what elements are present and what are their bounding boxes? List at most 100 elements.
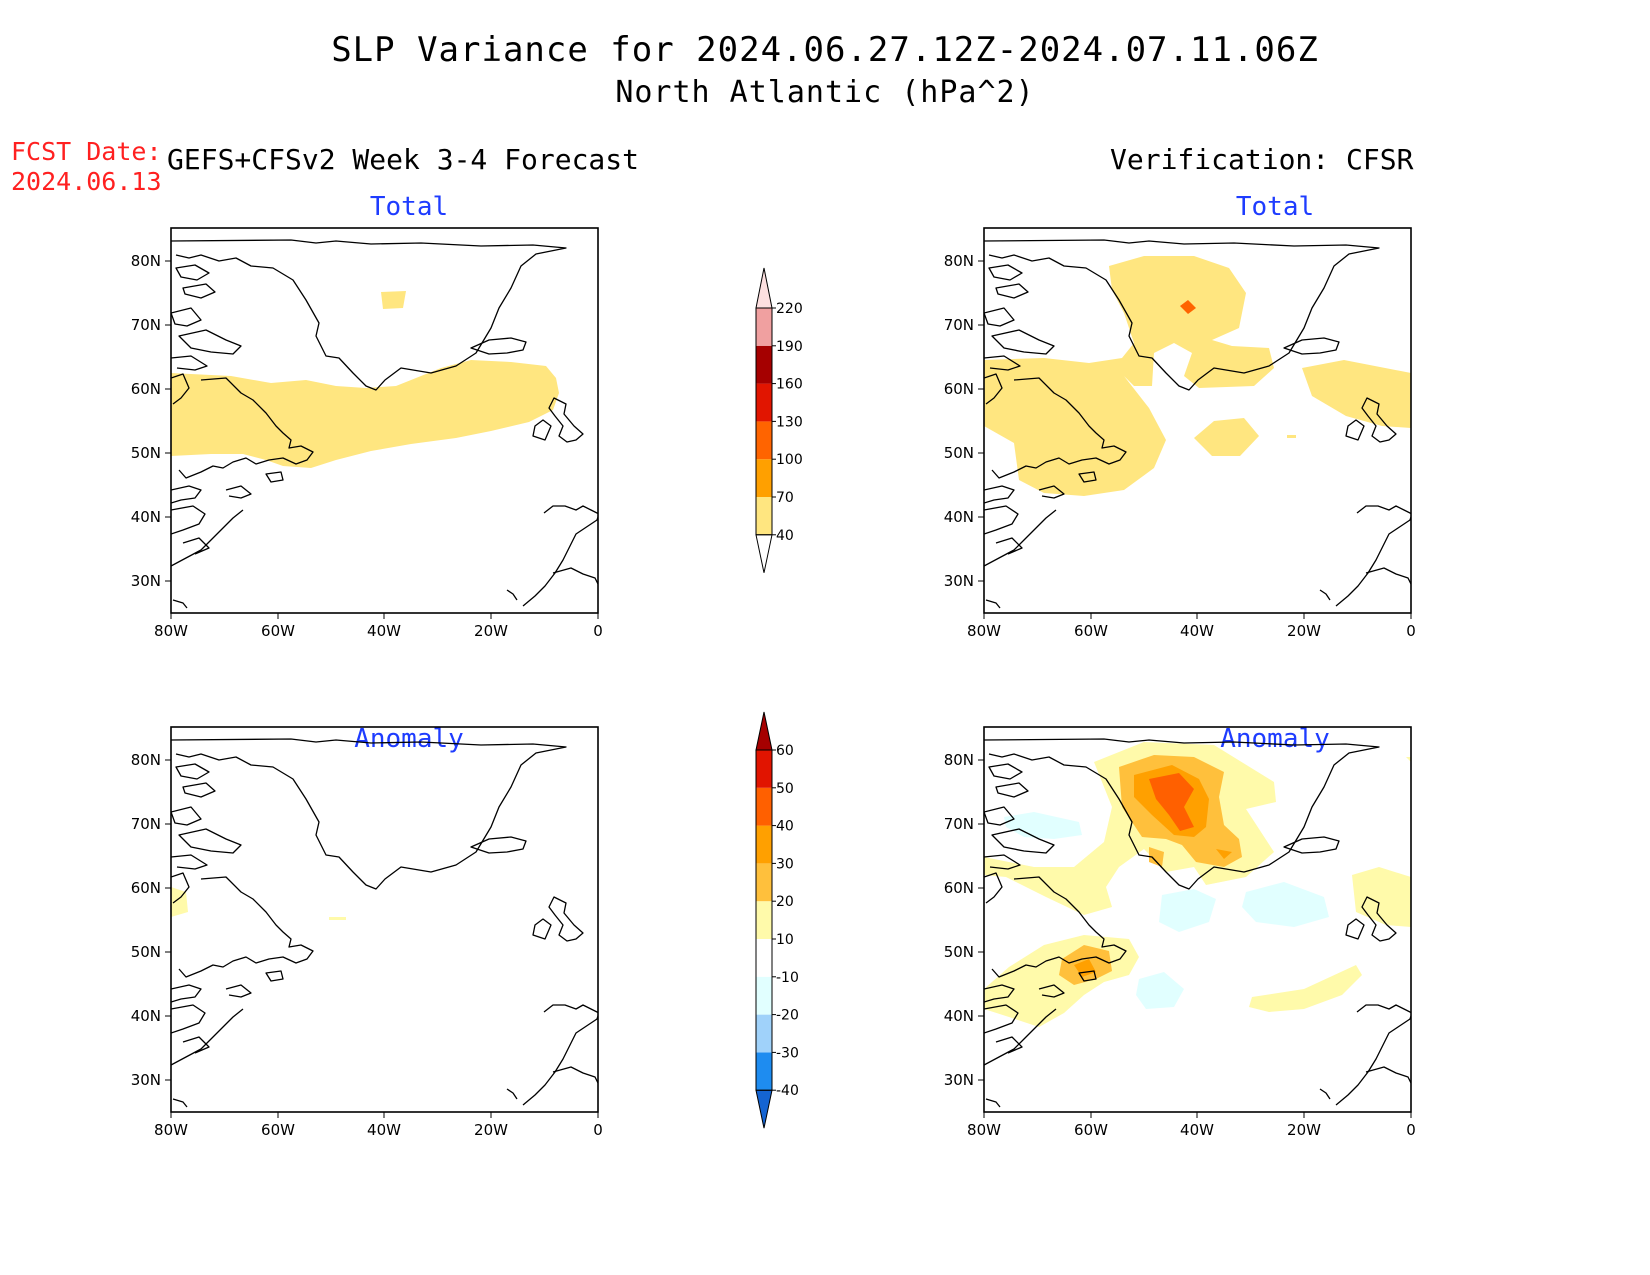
shaded-region bbox=[1249, 965, 1362, 1012]
shaded-region bbox=[984, 256, 1274, 496]
lat-label: 40N bbox=[131, 508, 161, 526]
colorbar-label: 40 bbox=[776, 528, 794, 544]
shaded-region bbox=[1149, 773, 1194, 831]
lon-label: 0 bbox=[593, 1121, 603, 1139]
shaded-region bbox=[1149, 847, 1164, 867]
colorbar-label: 130 bbox=[776, 414, 803, 430]
lat-label: 80N bbox=[131, 751, 161, 769]
shaded-region bbox=[1216, 849, 1232, 859]
lat-label: 60N bbox=[131, 380, 161, 398]
lon-label: 80W bbox=[967, 622, 1001, 640]
colorbar-segment bbox=[756, 1052, 772, 1091]
colorbar-segment bbox=[756, 825, 772, 864]
colorbar-label: 160 bbox=[776, 377, 803, 393]
verification-anomaly-map: 80N 70N 60N 50N 40N 30N 80W 60W 40W 20W 0 bbox=[944, 726, 1416, 1139]
lat-label: 50N bbox=[131, 943, 161, 961]
lat-label: 50N bbox=[131, 444, 161, 462]
lon-label: 60W bbox=[1074, 1121, 1108, 1139]
shaded-region bbox=[1302, 360, 1411, 428]
colorbar-anomaly: -40 -30 -20 -10 10 20 30 40 50 60 bbox=[755, 711, 799, 1129]
lat-label: 40N bbox=[944, 1007, 974, 1025]
colorbar-label: 220 bbox=[776, 301, 803, 317]
lat-label: 80N bbox=[944, 751, 974, 769]
lon-label: 40W bbox=[1180, 1121, 1214, 1139]
verification-total-title: Total bbox=[1235, 192, 1315, 222]
lat-label: 70N bbox=[944, 815, 974, 833]
lat-label: 70N bbox=[944, 316, 974, 334]
colorbar-label: -20 bbox=[776, 1008, 799, 1024]
lon-label: 40W bbox=[367, 1121, 401, 1139]
shaded-region bbox=[984, 935, 1139, 1027]
lon-label: 80W bbox=[967, 1121, 1001, 1139]
shaded-region bbox=[329, 917, 346, 920]
main-title: SLP Variance for 2024.06.27.12Z-2024.07.… bbox=[331, 30, 1319, 70]
lat-label: 60N bbox=[131, 879, 161, 897]
fcst-date-label: FCST Date: bbox=[11, 137, 162, 166]
lon-label: 20W bbox=[474, 1121, 508, 1139]
lat-label: 70N bbox=[131, 316, 161, 334]
forecast-anomaly-title: Anomaly bbox=[354, 724, 464, 754]
colorbar-segment bbox=[756, 863, 772, 902]
lon-label: 20W bbox=[1287, 1121, 1321, 1139]
lat-label: 70N bbox=[131, 815, 161, 833]
colorbar-segment bbox=[756, 750, 772, 788]
colorbar-segment bbox=[756, 939, 772, 977]
shaded-region bbox=[1194, 418, 1259, 456]
lat-label: 30N bbox=[131, 572, 161, 590]
lat-label: 50N bbox=[944, 943, 974, 961]
shaded-region bbox=[1352, 867, 1411, 927]
lon-label: 20W bbox=[474, 622, 508, 640]
lon-label: 0 bbox=[1406, 1121, 1416, 1139]
colorbar-label: -30 bbox=[776, 1045, 799, 1061]
colorbar-segment bbox=[756, 497, 772, 535]
lon-label: 60W bbox=[1074, 622, 1108, 640]
shaded-region bbox=[1004, 812, 1082, 839]
colorbar-label: 20 bbox=[776, 894, 794, 910]
colorbar-arrow-bottom bbox=[755, 1089, 773, 1129]
colorbar-arrow-top bbox=[755, 267, 773, 309]
lat-label: 80N bbox=[131, 252, 161, 270]
lat-label: 40N bbox=[944, 508, 974, 526]
shaded-region bbox=[1406, 757, 1411, 762]
colorbar-segment bbox=[756, 901, 772, 939]
fcst-date-value: 2024.06.13 bbox=[11, 167, 162, 196]
colorbar-label: -10 bbox=[776, 970, 799, 986]
forecast-anomaly-map: 80N 70N 60N 50N 40N 30N 80W 60W 40W 20W 0 bbox=[131, 726, 603, 1139]
lat-label: 30N bbox=[944, 572, 974, 590]
colorbar-label: 100 bbox=[776, 452, 803, 468]
shaded-region bbox=[1159, 889, 1216, 932]
subtitle: North Atlantic (hPa^2) bbox=[615, 75, 1035, 110]
colorbar-segment bbox=[756, 787, 772, 826]
lat-label: 30N bbox=[944, 1071, 974, 1089]
lat-label: 60N bbox=[944, 380, 974, 398]
colorbar-arrow-bottom bbox=[755, 534, 773, 573]
map-frame bbox=[170, 726, 599, 1113]
colorbar-segment bbox=[756, 308, 772, 346]
shaded-region bbox=[1136, 972, 1184, 1009]
colorbar-total: 40 70 100 130 160 190 220 bbox=[755, 267, 803, 573]
shaded-region bbox=[1287, 435, 1296, 438]
lat-label: 40N bbox=[131, 1007, 161, 1025]
lat-label: 30N bbox=[131, 1071, 161, 1089]
lon-label: 0 bbox=[593, 622, 603, 640]
forecast-heading: GEFS+CFSv2 Week 3-4 Forecast bbox=[167, 143, 640, 176]
colorbar-label: 10 bbox=[776, 932, 794, 948]
verification-total-map: 80N 70N 60N 50N 40N 30N 80W 60W 40W 20W 0 bbox=[944, 227, 1416, 640]
lat-label: 60N bbox=[944, 879, 974, 897]
lon-label: 80W bbox=[154, 622, 188, 640]
shaded-region bbox=[1242, 882, 1329, 927]
colorbar-frame bbox=[755, 749, 773, 1091]
lon-label: 0 bbox=[1406, 622, 1416, 640]
colorbar-label: 60 bbox=[776, 743, 794, 759]
lon-label: 20W bbox=[1287, 622, 1321, 640]
colorbar-segment bbox=[756, 1014, 772, 1053]
colorbar-label: 190 bbox=[776, 339, 803, 355]
lon-label: 80W bbox=[154, 1121, 188, 1139]
colorbar-arrow-top bbox=[755, 711, 773, 751]
shaded-region bbox=[381, 291, 406, 309]
colorbar-label: -40 bbox=[776, 1083, 799, 1099]
lat-label: 80N bbox=[944, 252, 974, 270]
lat-label: 50N bbox=[944, 444, 974, 462]
forecast-total-map: 80N 70N 60N 50N 40N 30N 80W 60W 40W 20W 0 bbox=[131, 227, 603, 640]
